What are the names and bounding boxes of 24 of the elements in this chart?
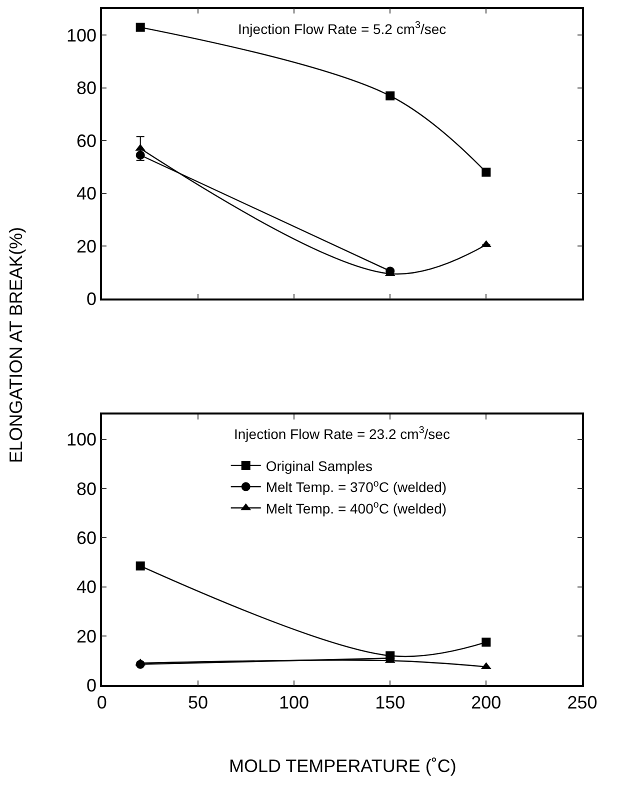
y-tick-label: 0 bbox=[86, 289, 97, 310]
y-axis-title: ELONGATION AT BREAK(%) bbox=[6, 226, 26, 464]
y-tick-label: 60 bbox=[76, 130, 97, 151]
legend-label: Melt Temp. = 370$^{o}$C (welded) bbox=[266, 478, 447, 496]
x-tick-label: 50 bbox=[188, 692, 208, 713]
legend-label: Original Samples bbox=[266, 458, 372, 474]
y-tick-label: 0 bbox=[86, 676, 97, 696]
y-tick-label: 20 bbox=[76, 236, 97, 256]
y-tick-label: 40 bbox=[76, 577, 97, 598]
text: Injection Flow Rate = 23.2 cm$^{3}$/sec bbox=[234, 425, 450, 442]
y-tick-label: 60 bbox=[76, 528, 97, 548]
x-tick-label: 200 bbox=[471, 692, 502, 713]
x-axis-title: MOLD TEMPERATURE (˚C) bbox=[229, 756, 456, 776]
y-tick-label: 80 bbox=[76, 478, 97, 499]
x-tick-label: 100 bbox=[279, 692, 310, 713]
x-tick-label: 150 bbox=[375, 692, 406, 713]
y-tick-label: 20 bbox=[76, 626, 97, 646]
text: Injection Flow Rate = 5.2 cm$^{3}$/sec bbox=[238, 20, 446, 37]
y-tick-label: 80 bbox=[76, 78, 97, 98]
y-tick-label: 100 bbox=[66, 430, 97, 450]
y-tick-label: 100 bbox=[66, 26, 97, 46]
x-tick-label: 250 bbox=[567, 692, 598, 713]
y-tick-label: 40 bbox=[76, 184, 97, 204]
legend-label: Melt Temp. = 400$^{o}$C (welded) bbox=[266, 499, 447, 516]
